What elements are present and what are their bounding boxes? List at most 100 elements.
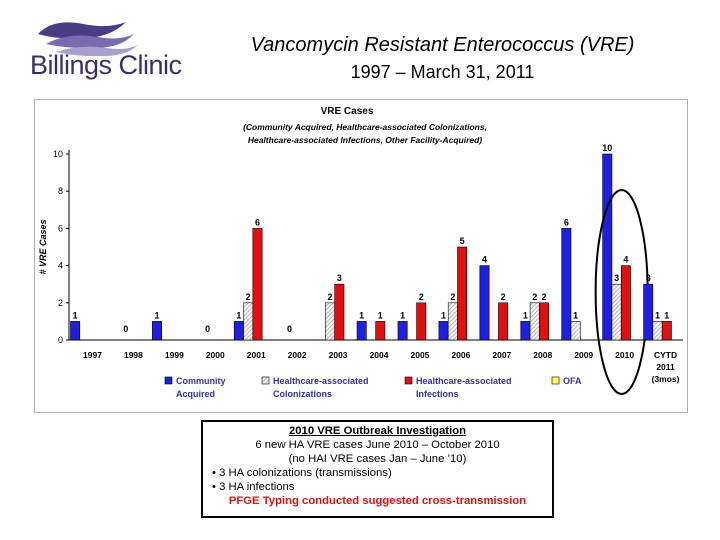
bar-data-label: 1 [523, 310, 528, 320]
y-axis-label: # VRE Cases [38, 219, 48, 274]
bar [252, 228, 263, 341]
bar [70, 321, 81, 341]
x-tick-label: 2001 [247, 350, 266, 360]
x-tick-label: 2011 [656, 362, 675, 372]
legend-swatch [261, 376, 270, 385]
bar [356, 321, 367, 341]
bar-data-label: 6 [564, 217, 569, 227]
x-tick-label: (3mos) [652, 374, 680, 384]
bar-data-label: 2 [419, 292, 424, 302]
bar-data-label: 4 [623, 255, 628, 265]
bar [661, 321, 672, 341]
bar-data-label: 3 [646, 273, 651, 283]
bar-data-label: 2 [532, 292, 537, 302]
bar-data-label: 3 [614, 273, 619, 283]
note-bullet-1: • 3 HA colonizations (transmissions) [212, 467, 392, 479]
logo-swoosh-bottom [56, 45, 138, 57]
bar [325, 302, 335, 341]
x-tick-label: 2002 [288, 350, 307, 360]
bar-data-label: 1 [236, 310, 241, 320]
legend-swatch [551, 376, 560, 385]
chart-title: VRE Cases [321, 106, 374, 117]
note-line-1: 6 new HA VRE cases June 2010 – October 2… [255, 439, 500, 451]
bar-data-label: 1 [664, 310, 669, 320]
bar-data-label: 1 [400, 310, 405, 320]
bar-data-label: 1 [378, 310, 383, 320]
bar [539, 302, 549, 341]
bar [570, 321, 581, 341]
bar-data-label: 2 [328, 292, 333, 302]
bar-data-label: 1 [573, 310, 578, 320]
bar-data-label: 2 [542, 292, 547, 302]
y-tick-label: 10 [53, 149, 63, 159]
bar-data-label: 2 [501, 292, 506, 302]
bar-data-label: 0 [123, 324, 128, 334]
bar [457, 246, 468, 341]
bar-data-label: 1 [655, 310, 660, 320]
note-line-2: (no HAI VRE cases Jan – June ’10) [288, 453, 467, 465]
vre-cases-chart: VRE Cases (Community Acquired, Healthcare… [38, 106, 683, 399]
bar-data-label: 2 [450, 292, 455, 302]
bar [498, 302, 509, 341]
bar [152, 321, 162, 341]
y-tick-label: 2 [58, 298, 63, 308]
note-footer: PFGE Typing conducted suggested cross-tr… [228, 495, 527, 507]
y-tick-label: 0 [58, 335, 63, 345]
x-tick-label: 2005 [411, 350, 430, 360]
bar [652, 321, 663, 341]
bar-data-label: 0 [205, 324, 210, 334]
bar [447, 302, 458, 341]
x-tick-label: 2010 [615, 350, 634, 360]
legend-label: Community [176, 376, 226, 386]
legend-swatch [164, 376, 173, 385]
x-tick-label: CYTD [654, 350, 677, 360]
bar [620, 265, 631, 341]
logo-text: Billings Clinic [30, 50, 182, 80]
bar-data-label: 1 [73, 310, 78, 320]
billings-clinic-logo [38, 22, 138, 57]
bar [334, 283, 345, 341]
bar-data-label: 4 [482, 255, 487, 265]
bar-data-label: 0 [287, 324, 292, 334]
x-tick-label: 2007 [492, 350, 511, 360]
note-heading: 2010 VRE Outbreak Investigation [288, 425, 467, 437]
bar-data-label: 1 [441, 310, 446, 320]
bar-data-label: 2 [246, 292, 251, 302]
bar-data-label: 10 [602, 143, 612, 153]
bar [233, 321, 244, 341]
chart-subtitle-line: (Community Acquired, Healthcare-associat… [243, 122, 487, 132]
legend-label: Healthcare-associated [416, 376, 512, 386]
y-tick-label: 4 [58, 261, 63, 271]
x-tick-label: 2008 [533, 350, 552, 360]
bar [602, 153, 613, 341]
bar [243, 302, 254, 341]
x-tick-label: 2009 [574, 350, 593, 360]
x-tick-label: 2003 [329, 350, 348, 360]
legend-label: Infections [416, 389, 459, 399]
bar-data-label: 5 [460, 236, 465, 246]
x-tick-label: 2000 [206, 350, 225, 360]
note-bullet-2: • 3 HA infections [212, 481, 295, 493]
legend-swatch [404, 376, 413, 385]
bar [397, 321, 408, 341]
bar [643, 283, 654, 341]
outbreak-note-box: 2010 VRE Outbreak Investigation 6 new HA… [201, 420, 554, 518]
x-tick-label: 2006 [451, 350, 470, 360]
x-tick-label: 1998 [124, 350, 143, 360]
page-subtitle: 1997 – March 31, 2011 [350, 62, 535, 82]
x-tick-label: 2004 [370, 350, 389, 360]
bar [479, 265, 490, 341]
bar [416, 302, 427, 341]
logo-swoosh-middle [46, 34, 134, 49]
page-title: Vancomycin Resistant Enterococcus (VRE) [250, 34, 635, 56]
legend-label: Acquired [176, 389, 215, 399]
x-tick-label: 1999 [165, 350, 184, 360]
chart-frame: VRE Cases (Community Acquired, Healthcare… [34, 99, 688, 413]
bar-data-label: 1 [359, 310, 364, 320]
bar [529, 302, 540, 341]
bar [438, 321, 449, 341]
bar [520, 321, 531, 341]
y-tick-label: 8 [58, 186, 63, 196]
x-tick-label: 1997 [83, 350, 102, 360]
bar-data-label: 6 [255, 217, 260, 227]
